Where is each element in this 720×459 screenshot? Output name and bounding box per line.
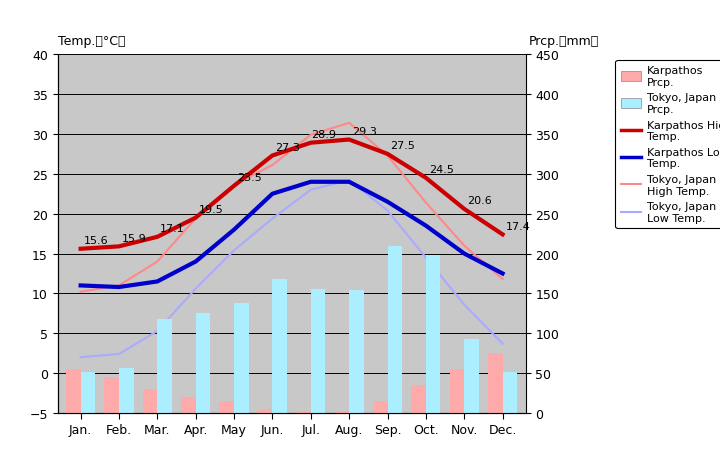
Bar — [196, 313, 210, 413]
Legend: Karpathos
Prcp., Tokyo, Japan
Prcp., Karpathos High
Temp., Karpathos Low
Temp., : Karpathos Prcp., Tokyo, Japan Prcp., Kar… — [616, 61, 720, 229]
Text: 28.9: 28.9 — [311, 130, 336, 140]
Bar — [181, 397, 196, 413]
Text: Prcp.（mm）: Prcp.（mm） — [529, 35, 600, 48]
Bar — [220, 401, 234, 413]
Bar — [119, 369, 133, 413]
Text: 15.6: 15.6 — [84, 235, 108, 246]
Bar — [426, 256, 441, 413]
Text: 23.5: 23.5 — [237, 173, 261, 183]
Text: 27.3: 27.3 — [275, 143, 300, 152]
Bar — [258, 409, 272, 413]
Text: 15.9: 15.9 — [122, 233, 146, 243]
Bar — [503, 373, 517, 413]
Bar — [272, 280, 287, 413]
Bar — [349, 291, 364, 413]
Bar — [450, 369, 464, 413]
Bar — [464, 339, 479, 413]
Bar — [66, 369, 81, 413]
Bar — [411, 385, 426, 413]
Text: 17.4: 17.4 — [505, 221, 530, 231]
Text: 29.3: 29.3 — [352, 127, 377, 137]
Bar — [387, 246, 402, 413]
Bar — [81, 372, 95, 413]
Bar — [311, 289, 325, 413]
Text: 27.5: 27.5 — [390, 141, 415, 151]
Bar — [488, 353, 503, 413]
Text: 19.5: 19.5 — [199, 205, 223, 215]
Bar — [104, 377, 119, 413]
Text: Temp.（°C）: Temp.（°C） — [58, 35, 125, 48]
Bar — [296, 412, 311, 413]
Text: 20.6: 20.6 — [467, 196, 492, 206]
Text: 17.1: 17.1 — [160, 224, 185, 234]
Bar — [143, 389, 158, 413]
Bar — [335, 412, 349, 413]
Bar — [373, 401, 387, 413]
Bar — [234, 303, 248, 413]
Bar — [158, 319, 172, 413]
Text: 24.5: 24.5 — [428, 165, 454, 175]
